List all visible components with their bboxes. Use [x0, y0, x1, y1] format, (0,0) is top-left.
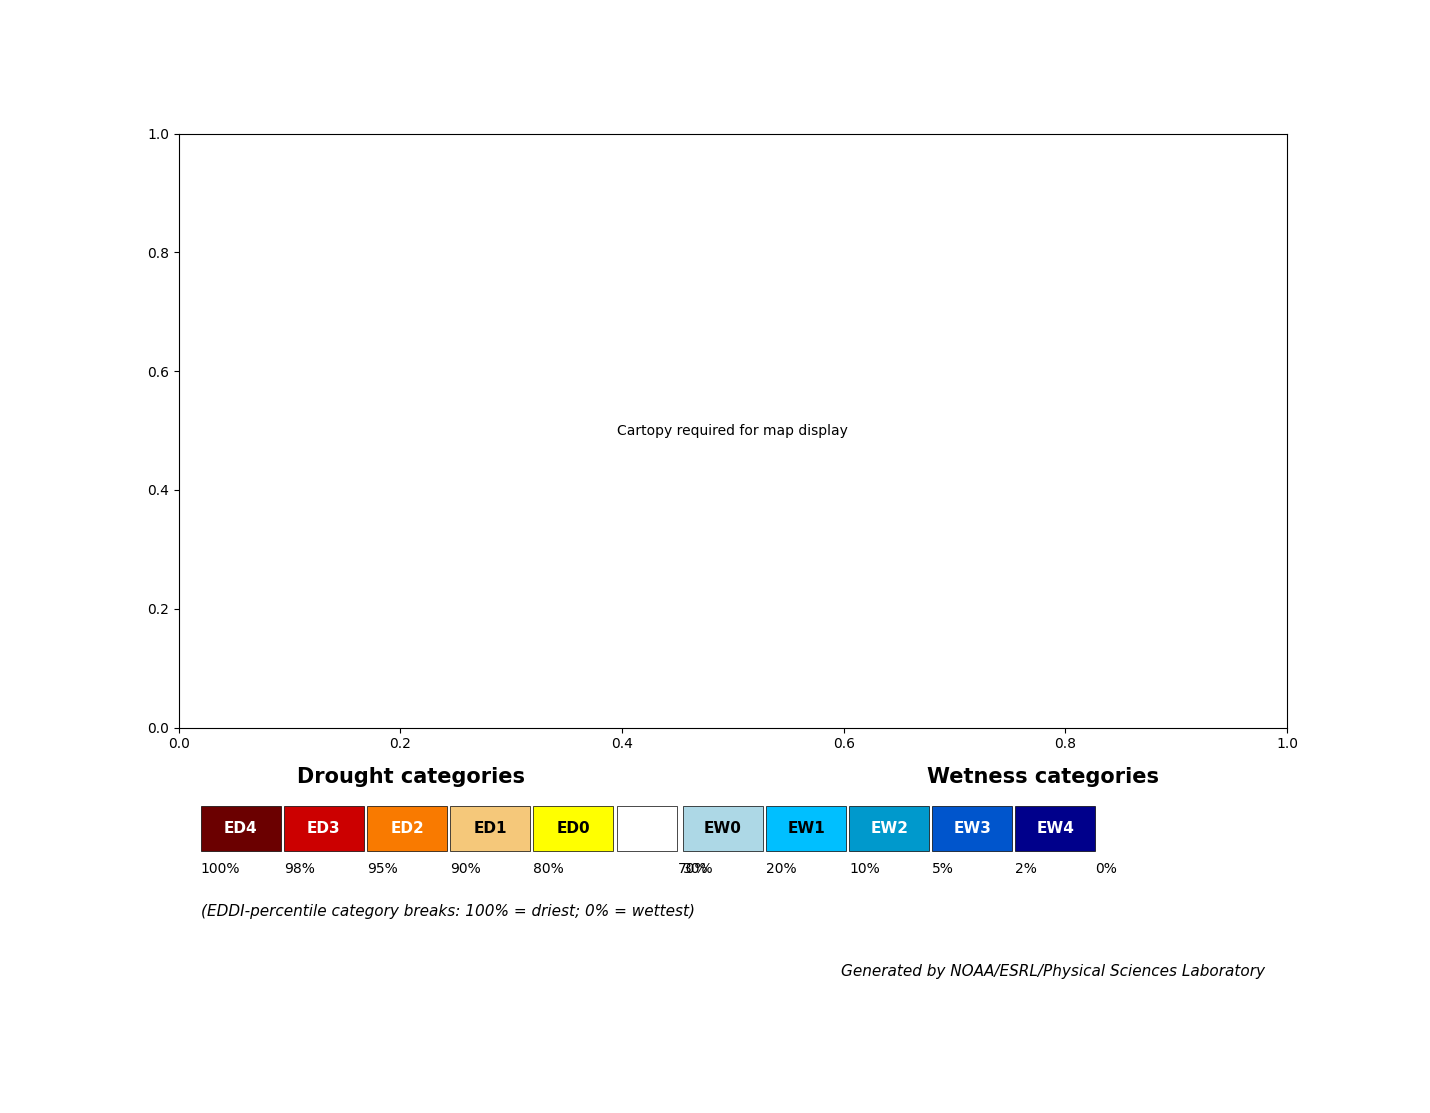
Text: 90%: 90%: [450, 861, 480, 876]
Text: 98%: 98%: [285, 861, 315, 876]
Bar: [450, 806, 531, 850]
Text: Cartopy required for map display: Cartopy required for map display: [618, 424, 848, 437]
Text: 30%: 30%: [684, 861, 714, 876]
Text: ED0: ED0: [556, 820, 591, 836]
Text: 95%: 95%: [368, 861, 398, 876]
Text: ED1: ED1: [473, 820, 506, 836]
Bar: [684, 806, 762, 850]
Text: ED2: ED2: [390, 820, 423, 836]
Bar: [200, 806, 280, 850]
Text: 2%: 2%: [1015, 861, 1037, 876]
Text: EW4: EW4: [1037, 820, 1074, 836]
Text: Wetness categories: Wetness categories: [927, 767, 1160, 787]
Text: 70%: 70%: [678, 861, 708, 876]
Text: EW2: EW2: [869, 820, 908, 836]
Text: ED4: ED4: [225, 820, 257, 836]
Text: 80%: 80%: [533, 861, 565, 876]
Text: (EDDI-percentile category breaks: 100% = driest; 0% = wettest): (EDDI-percentile category breaks: 100% =…: [200, 904, 695, 918]
Text: Generated by NOAA/ESRL/Physical Sciences Laboratory: Generated by NOAA/ESRL/Physical Sciences…: [841, 964, 1266, 979]
Text: ED3: ED3: [307, 820, 340, 836]
Text: 100%: 100%: [200, 861, 240, 876]
Bar: [766, 806, 847, 850]
Text: 20%: 20%: [766, 861, 797, 876]
Text: Drought categories: Drought categories: [297, 767, 525, 787]
Bar: [616, 806, 678, 850]
Text: EW3: EW3: [954, 820, 991, 836]
Text: EW0: EW0: [704, 820, 742, 836]
Bar: [1015, 806, 1095, 850]
Bar: [285, 806, 363, 850]
Text: EW1: EW1: [787, 820, 825, 836]
Text: 0%: 0%: [1095, 861, 1117, 876]
Bar: [932, 806, 1012, 850]
Bar: [533, 806, 613, 850]
Text: 10%: 10%: [849, 861, 879, 876]
Text: 5%: 5%: [932, 861, 954, 876]
Bar: [368, 806, 448, 850]
Bar: [849, 806, 930, 850]
